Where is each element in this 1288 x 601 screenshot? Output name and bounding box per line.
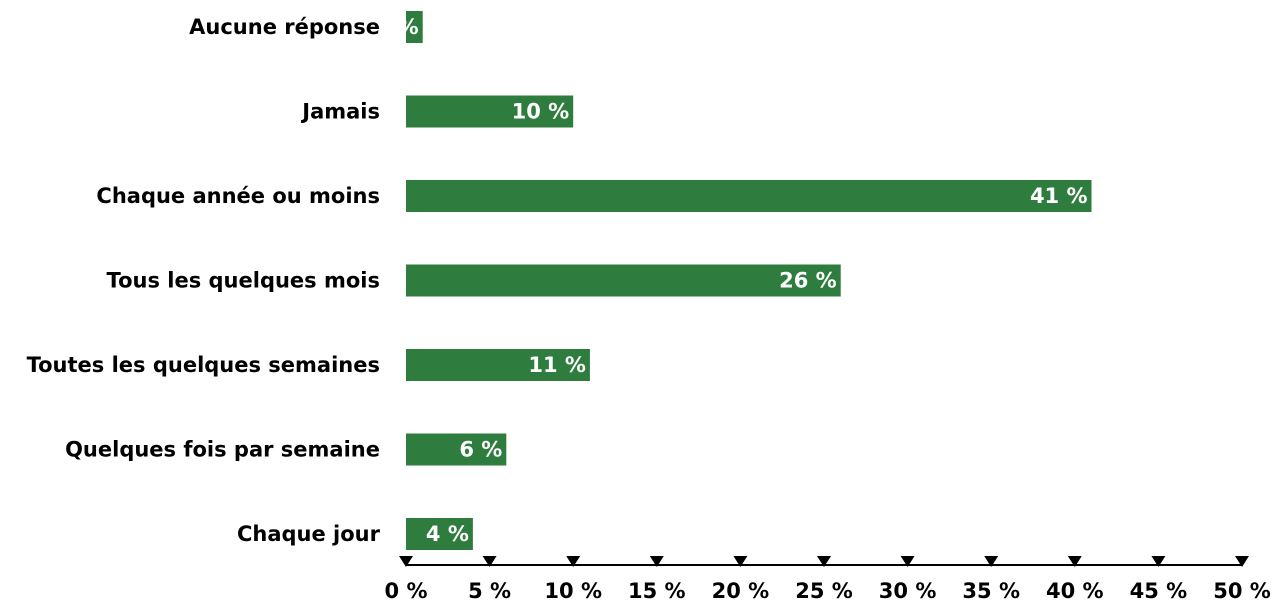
tick-label: 15 % bbox=[628, 579, 686, 601]
category-label: Tous les quelques mois bbox=[107, 269, 380, 293]
tick-label: 5 % bbox=[468, 579, 511, 601]
bar bbox=[406, 264, 841, 297]
tick-marker bbox=[649, 556, 664, 567]
bar bbox=[406, 349, 590, 381]
category-label: Aucune réponse bbox=[189, 15, 380, 39]
tick-marker bbox=[482, 556, 497, 567]
tick-label: 20 % bbox=[712, 579, 770, 601]
tick-label: 45 % bbox=[1130, 579, 1188, 601]
tick-marker bbox=[817, 556, 831, 567]
category-label: Toutes les quelques semaines bbox=[27, 353, 380, 377]
bar-value-label: 11 % bbox=[528, 353, 586, 377]
category-label: Jamais bbox=[300, 100, 380, 124]
bar-value-label: 4 % bbox=[426, 522, 469, 546]
bar-value-label: 41 % bbox=[1030, 184, 1088, 208]
tick-label: 0 % bbox=[385, 579, 428, 601]
tick-marker bbox=[1151, 556, 1166, 567]
tick-label: 50 % bbox=[1213, 579, 1271, 601]
bar-value-label: 1 % bbox=[376, 15, 419, 39]
tick-label: 40 % bbox=[1046, 579, 1104, 601]
tick-marker bbox=[733, 556, 748, 567]
tick-label: 30 % bbox=[879, 579, 937, 601]
bar bbox=[406, 95, 574, 128]
tick-marker bbox=[566, 556, 581, 567]
tick-marker bbox=[1067, 556, 1082, 567]
tick-label: 35 % bbox=[962, 579, 1020, 601]
tick-label: 10 % bbox=[544, 579, 602, 601]
tick-marker bbox=[984, 556, 999, 567]
category-label: Chaque jour bbox=[237, 522, 381, 546]
x-axis: 0 % 5 % 10 % 15 % 20 % 25 % 30 % 35 % 40 % 45 % 50… bbox=[385, 556, 1271, 601]
bar-value-label: 26 % bbox=[779, 269, 837, 293]
tick-label: 25 % bbox=[795, 579, 853, 601]
tick-marker bbox=[399, 556, 413, 567]
tick-marker bbox=[900, 556, 915, 567]
bar-value-label: 6 % bbox=[459, 438, 502, 462]
bar bbox=[406, 180, 1092, 212]
bar bbox=[406, 433, 507, 466]
bar bbox=[406, 11, 423, 43]
bar bbox=[406, 518, 473, 550]
tick-marker bbox=[1235, 556, 1249, 567]
category-label: Chaque année ou moins bbox=[96, 184, 380, 208]
bar-value-label: 10 % bbox=[512, 100, 570, 124]
category-label: Quelques fois par semaine bbox=[65, 438, 380, 462]
